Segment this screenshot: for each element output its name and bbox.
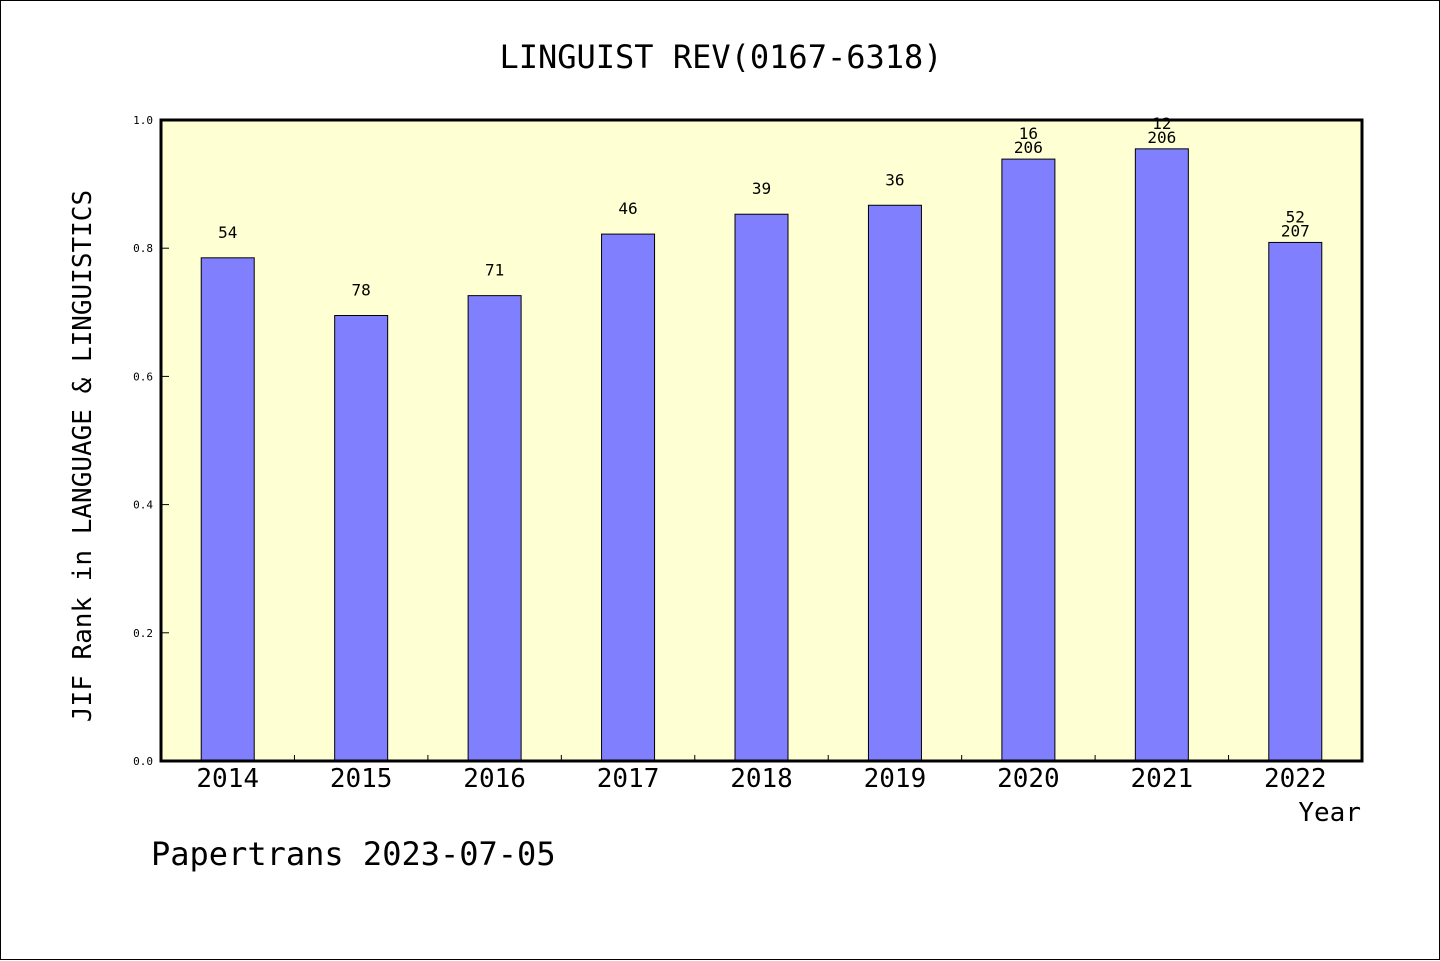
data-label: 207 — [1281, 221, 1310, 240]
x-tick-label: 2020 — [997, 764, 1060, 794]
data-label: 71 — [485, 261, 504, 280]
y-tick-label: 0.8 — [133, 242, 153, 255]
bar-2015 — [335, 316, 388, 761]
chart-frame: LINGUIST REV(0167-6318) JIF Rank in LANG… — [0, 0, 1440, 960]
data-label: 39 — [752, 179, 771, 198]
y-tick-label: 0.6 — [133, 370, 153, 383]
bar-2017 — [602, 234, 655, 761]
bar-2018 — [735, 214, 788, 761]
data-label: 206 — [1014, 138, 1043, 157]
x-tick-label: 2018 — [730, 764, 793, 794]
bar-2021 — [1135, 149, 1188, 761]
bar-2016 — [468, 296, 521, 761]
chart-title: LINGUIST REV(0167-6318) — [499, 38, 942, 76]
x-tick-label: 2015 — [330, 764, 393, 794]
data-label: 36 — [885, 170, 904, 189]
x-tick-label: 2017 — [597, 764, 660, 794]
x-tick-label: 2019 — [864, 764, 927, 794]
y-axis-label: JIF Rank in LANGUAGE & LINGUISTICS — [68, 190, 98, 722]
y-tick-label: 1.0 — [133, 114, 153, 127]
x-tick-label: 2022 — [1264, 764, 1327, 794]
y-tick-label: 0.0 — [133, 755, 153, 768]
bar-chart: LINGUIST REV(0167-6318) JIF Rank in LANG… — [1, 1, 1440, 961]
y-tick-label: 0.4 — [133, 499, 153, 512]
x-tick-label: 2016 — [463, 764, 526, 794]
bar-2014 — [201, 258, 254, 761]
bar-2019 — [868, 205, 921, 761]
data-label: 206 — [1147, 128, 1176, 147]
footer-text: Papertrans 2023-07-05 — [151, 835, 556, 873]
y-tick-label: 0.2 — [133, 627, 153, 640]
data-label: 78 — [352, 281, 371, 300]
x-tick-label: 2014 — [196, 764, 259, 794]
bar-2022 — [1269, 242, 1322, 761]
data-label: 54 — [218, 223, 237, 242]
data-label: 46 — [618, 199, 637, 218]
x-tick-label: 2021 — [1131, 764, 1194, 794]
x-axis-label: Year — [1298, 798, 1361, 828]
bar-2020 — [1002, 159, 1055, 761]
